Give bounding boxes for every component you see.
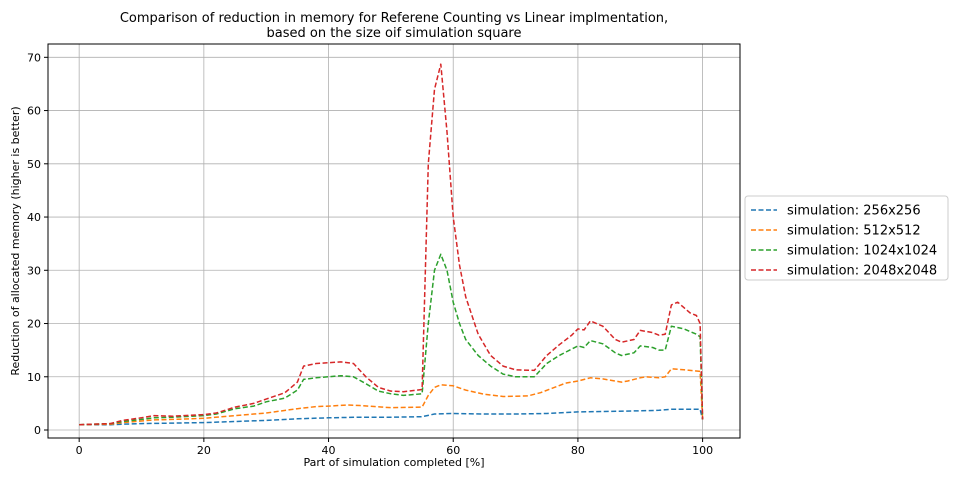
y-tick-label: 0 [34,424,41,437]
y-tick-label: 10 [27,371,41,384]
x-tick-label: 60 [446,444,460,457]
y-axis-label: Reduction of allocated memory (higher is… [9,106,22,375]
x-tick-label: 40 [322,444,336,457]
series-line-1 [79,368,704,426]
x-tick-label: 100 [692,444,713,457]
x-axis-ticks: 0 20 40 60 80 100 [76,438,713,457]
chart-title-line2: based on the size oif simulation square [267,26,522,41]
y-axis-ticks: 0 10 20 30 40 50 60 70 [27,51,48,437]
y-tick-label: 40 [27,211,41,224]
series-line-0 [79,408,704,426]
y-tick-label: 70 [27,51,41,64]
legend-label: simulation: 256x256 [787,204,921,219]
legend-label: simulation: 512x512 [787,224,921,239]
y-tick-label: 20 [27,318,41,331]
x-tick-label: 20 [197,444,211,457]
x-axis-label: Part of simulation completed [%] [303,456,484,469]
series-lines [79,63,704,426]
legend-label: simulation: 2048x2048 [787,264,937,279]
x-tick-label: 0 [76,444,83,457]
legend-box [744,195,949,281]
y-tick-label: 30 [27,264,41,277]
x-tick-label: 80 [571,444,585,457]
series-line-2 [79,253,704,426]
series-line-3 [79,63,704,426]
legend-label: simulation: 1024x1024 [787,244,937,259]
chart-title-line1: Comparison of reduction in memory for Re… [120,11,668,26]
y-tick-label: 50 [27,158,41,171]
plot-frame [47,43,741,439]
legend: simulation: 256x256 simulation: 512x512 si… [744,195,949,281]
grid [48,44,740,438]
y-tick-label: 60 [27,105,41,118]
